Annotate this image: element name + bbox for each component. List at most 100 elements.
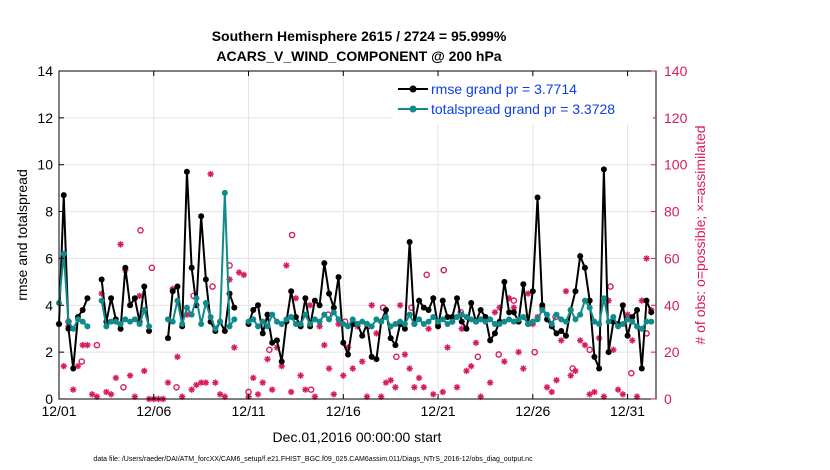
point-rmse [146,328,153,335]
obs-assimilated-point [377,393,385,400]
point-totalspread [482,318,489,325]
point-totalspread [136,321,143,328]
obs-possible-point [628,369,635,377]
point-totalspread [596,321,603,328]
obs-assimilated-point [567,372,574,379]
obs-assimilated-point [576,337,584,344]
point-totalspread [520,314,527,320]
y2-tick-label: 60 [664,250,680,266]
obs-possible-point [495,351,502,358]
series-line-totalspread [167,192,236,331]
point-totalspread [382,314,389,320]
point-rmse [326,290,333,297]
point-totalspread [378,318,385,325]
obs-assimilated-point [136,292,143,300]
obs-assimilated-point [581,341,589,349]
point-totalspread [411,321,418,328]
obs-assimilated-point [117,241,124,248]
point-totalspread [131,316,138,323]
point-totalspread [108,318,115,325]
point-totalspread [610,314,617,320]
obs-assimilated-point [415,374,423,382]
obs-assimilated-point [619,391,627,398]
point-rmse [98,276,105,283]
point-totalspread [472,318,479,325]
point-rmse [373,356,380,363]
obs-assimilated-point [340,372,347,379]
obs-assimilated-point [373,330,380,337]
point-totalspread [231,316,238,323]
point-totalspread [401,321,408,328]
point-totalspread [648,318,655,325]
obs-assimilated-point [321,341,328,349]
point-totalspread [529,318,536,325]
y-axis-right: 0 20 40 60 80 100 120 140 [651,63,688,407]
obs-assimilated-point [112,374,120,382]
point-totalspread [454,314,460,320]
point-rmse [406,239,413,246]
point-totalspread [202,299,209,306]
point-totalspread [468,316,475,323]
series-line-totalspread [58,253,89,331]
obs-assimilated-point [292,295,300,302]
point-totalspread [278,321,285,328]
point-totalspread [615,323,622,330]
point-totalspread [193,295,200,302]
point-totalspread [619,321,626,328]
point-totalspread [174,297,181,304]
obs-assimilated-point [278,363,285,370]
obs-assimilated-point [486,379,494,386]
obs-assimilated-point [84,341,91,349]
point-rmse [330,304,337,311]
point-rmse [529,288,536,295]
obs-assimilated-point [316,323,323,330]
y-tick-label: 8 [45,204,53,220]
point-totalspread [487,316,494,323]
obs-assimilated-point [297,372,304,379]
point-rmse [273,337,280,344]
point-rmse [558,328,565,335]
obs-assimilated-point [70,386,77,393]
obs-assimilated-point [439,388,446,396]
point-rmse [600,166,607,173]
obs-assimilated-point [216,391,224,398]
point-rmse [269,339,276,346]
point-rmse [359,332,366,339]
point-rmse [572,288,579,295]
point-totalspread [146,323,153,330]
obs-assimilated-point [74,363,82,370]
point-totalspread [354,321,361,328]
obs-possible-point [173,383,180,391]
point-rmse [638,365,645,372]
point-rmse [288,288,295,295]
point-totalspread [340,321,347,328]
point-rmse [188,264,195,271]
x-tick-label: 12/31 [610,403,645,419]
point-rmse [624,332,631,339]
point-totalspread [345,323,352,330]
point-rmse [302,295,309,302]
obs-assimilated-point [453,384,461,391]
obs-assimilated-point [330,391,338,398]
obs-assimilated-point [382,379,390,386]
obs-assimilated-point [543,384,551,391]
point-totalspread [439,316,446,323]
point-rmse [619,302,626,309]
point-totalspread [577,311,584,318]
point-rmse [84,295,91,302]
point-totalspread [302,311,309,318]
point-totalspread [420,321,427,328]
point-totalspread [264,323,271,330]
point-rmse [382,306,389,313]
obs-assimilated-point [240,271,247,279]
point-rmse [477,306,484,313]
legend-rmse-label: rmse grand pr = 3.7714 [431,81,577,97]
point-totalspread [311,316,318,323]
obs-assimilated-point [430,391,437,398]
obs-assimilated-point [231,344,238,351]
y2-tick-label: 80 [664,204,680,220]
point-rmse [183,168,190,175]
point-rmse [501,278,508,285]
point-totalspread [591,318,598,325]
obs-possible-point [510,297,518,304]
